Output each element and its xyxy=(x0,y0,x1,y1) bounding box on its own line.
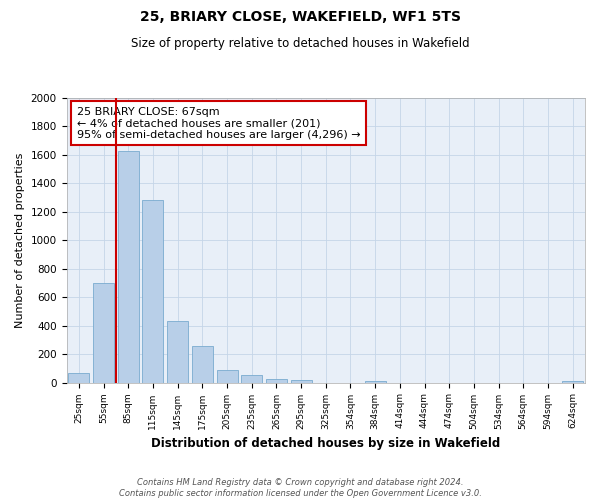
Bar xyxy=(93,283,114,382)
Bar xyxy=(290,380,311,382)
Y-axis label: Number of detached properties: Number of detached properties xyxy=(15,152,25,328)
Bar xyxy=(118,150,139,382)
Bar xyxy=(217,370,238,382)
Bar xyxy=(192,346,213,382)
Text: 25 BRIARY CLOSE: 67sqm
← 4% of detached houses are smaller (201)
95% of semi-det: 25 BRIARY CLOSE: 67sqm ← 4% of detached … xyxy=(77,106,361,140)
Bar xyxy=(562,381,583,382)
Bar xyxy=(68,374,89,382)
Bar xyxy=(365,381,386,382)
Bar xyxy=(142,200,163,382)
Bar xyxy=(167,322,188,382)
X-axis label: Distribution of detached houses by size in Wakefield: Distribution of detached houses by size … xyxy=(151,437,500,450)
Bar xyxy=(266,378,287,382)
Text: Contains HM Land Registry data © Crown copyright and database right 2024.
Contai: Contains HM Land Registry data © Crown c… xyxy=(119,478,481,498)
Bar xyxy=(241,376,262,382)
Text: 25, BRIARY CLOSE, WAKEFIELD, WF1 5TS: 25, BRIARY CLOSE, WAKEFIELD, WF1 5TS xyxy=(139,10,461,24)
Text: Size of property relative to detached houses in Wakefield: Size of property relative to detached ho… xyxy=(131,38,469,51)
